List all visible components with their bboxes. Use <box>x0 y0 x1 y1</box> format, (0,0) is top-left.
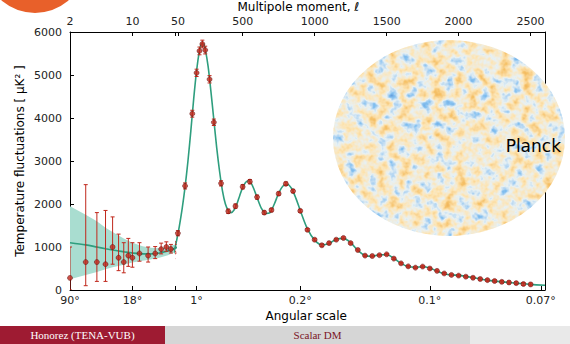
svg-text:Multipole moment, ℓ: Multipole moment, ℓ <box>238 0 360 14</box>
svg-text:90°: 90° <box>60 294 80 307</box>
svg-text:5000: 5000 <box>34 69 62 82</box>
html-text:Scalar DM: Scalar DM <box>293 329 342 341</box>
svg-text:4000: 4000 <box>34 112 62 125</box>
svg-text:2500: 2500 <box>517 15 545 28</box>
svg-text:6000: 6000 <box>34 26 62 39</box>
svg-text:2: 2 <box>67 15 74 28</box>
svg-text:18°: 18° <box>123 294 143 307</box>
html-text:Honorez (TENA-VUB): Honorez (TENA-VUB) <box>30 329 135 341</box>
svg-text:1500: 1500 <box>373 15 401 28</box>
svg-text:10: 10 <box>125 15 139 28</box>
svg-text:50: 50 <box>171 15 185 28</box>
svg-text:Planck: Planck <box>506 136 562 156</box>
svg-text:0: 0 <box>55 283 62 297</box>
svg-text:1000: 1000 <box>301 15 329 28</box>
svg-text:0.1°: 0.1° <box>418 294 441 307</box>
svg-text:0.2°: 0.2° <box>289 294 312 307</box>
svg-text:0.07°: 0.07° <box>526 294 556 307</box>
svg-text:2000: 2000 <box>445 15 473 28</box>
svg-text:1000: 1000 <box>34 241 62 254</box>
svg-text:3000: 3000 <box>34 155 62 168</box>
svg-text:500: 500 <box>232 15 253 28</box>
svg-text:Temperature fluctuations [ μK²: Temperature fluctuations [ μK² ] <box>13 65 27 258</box>
svg-text:2000: 2000 <box>34 198 62 211</box>
svg-text:1°: 1° <box>190 294 203 307</box>
svg-text:Angular scale: Angular scale <box>266 309 347 323</box>
